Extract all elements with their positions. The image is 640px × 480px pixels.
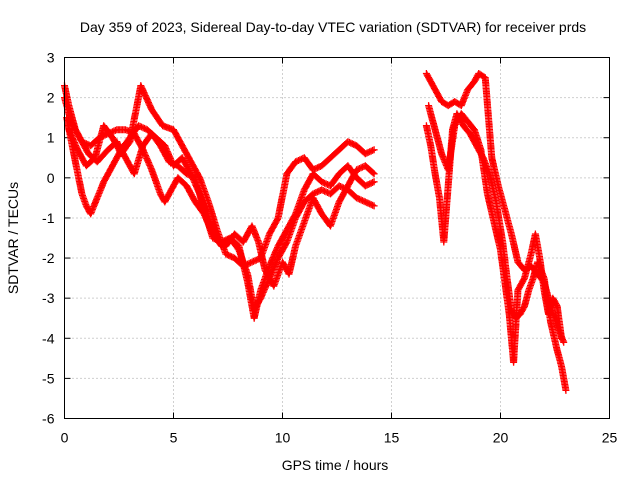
tick-labels: 0 5 10 15 20 25 -6 -5 -4 -3 -2 -1 0 1 2 3: [42, 50, 617, 446]
data-point: [369, 169, 377, 177]
data-point: [370, 202, 378, 210]
series-pass-f: [422, 110, 570, 394]
series-pass-c: [63, 114, 378, 290]
x-tick-label: 10: [275, 430, 291, 446]
y-tick-label: -3: [42, 290, 55, 306]
x-tick-label: 5: [170, 430, 178, 446]
data-point: [370, 178, 378, 186]
data-point: [369, 201, 377, 209]
chart-title: Day 359 of 2023, Sidereal Day-to-day VTE…: [80, 19, 586, 35]
axis-ticks: [64, 57, 610, 419]
grid-lines: [64, 57, 610, 419]
series-pass-g: [425, 102, 565, 366]
y-tick-label: -5: [42, 370, 55, 386]
y-tick-label: 1: [47, 130, 55, 146]
data-point: [369, 179, 377, 186]
x-axis-label: GPS time / hours: [282, 457, 389, 473]
y-tick-label: 0: [47, 170, 55, 186]
y-axis-label: SDTVAR / TECUs: [5, 182, 21, 294]
x-tick-label: 15: [384, 430, 400, 446]
data-point: [560, 338, 568, 346]
y-tick-label: -4: [42, 330, 55, 346]
series-pass-a: [61, 82, 378, 314]
data-point: [562, 386, 570, 394]
y-tick-label: 2: [47, 90, 55, 106]
data-point: [370, 146, 378, 154]
data-point: [321, 187, 329, 195]
y-tick-label: -2: [42, 250, 55, 266]
data-points: [61, 70, 570, 394]
series-pass-d: [65, 82, 378, 270]
y-tick-label: 3: [47, 50, 55, 66]
y-tick-label: -1: [42, 210, 55, 226]
data-point: [195, 188, 203, 196]
x-tick-label: 0: [61, 430, 69, 446]
data-point: [558, 334, 565, 342]
data-point: [370, 170, 378, 178]
x-tick-label: 25: [602, 430, 618, 446]
data-point: [321, 179, 329, 187]
x-tick-label: 20: [493, 430, 509, 446]
plot-frame: [64, 57, 610, 419]
y-tick-label: -6: [42, 411, 55, 427]
data-point: [364, 199, 372, 207]
